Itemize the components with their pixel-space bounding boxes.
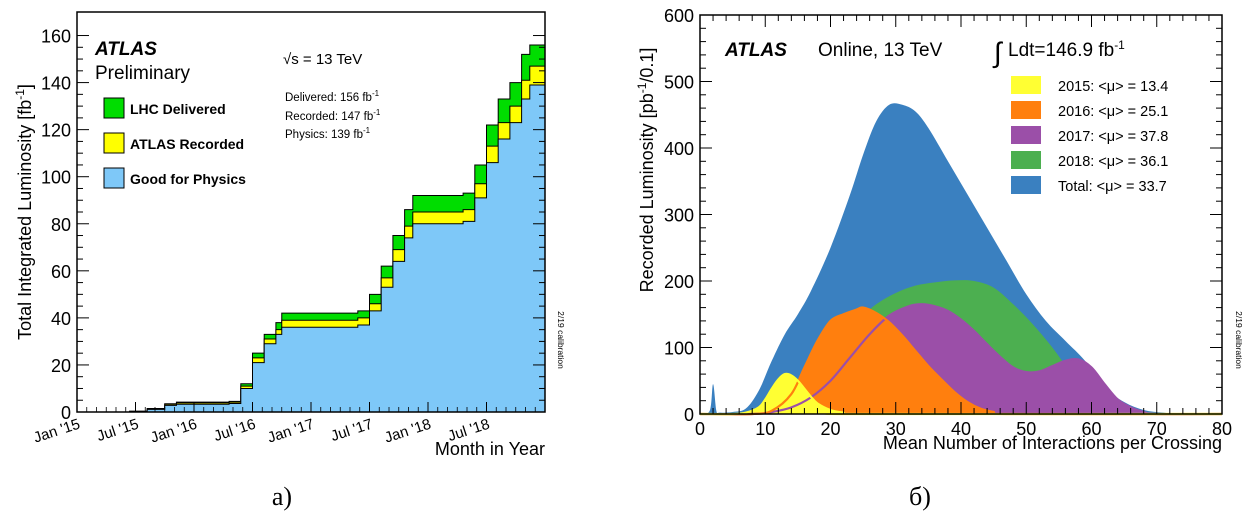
panel-a-y-axis: 0 20 40 60 80 100 120 140 160: [41, 27, 545, 423]
legend-swatch-total: [1011, 176, 1041, 194]
panel-a-x-tick-label: Jul '17: [329, 416, 375, 445]
legend-swatch-2018: [1011, 151, 1041, 169]
panel-b-curve-2016: [699, 306, 1223, 416]
panel-b-curve-2017: [699, 303, 1223, 416]
panel-a-y-tick-label: 60: [51, 262, 71, 282]
panel-b-x-tick-label: 50: [1016, 419, 1036, 439]
panel-b-y-axis: 0 100 200 300 400 500 600: [664, 6, 1222, 425]
panel-b-x-tick-label: 80: [1212, 419, 1232, 439]
legend-label-2016: 2016: <μ> = 25.1: [1058, 104, 1168, 120]
panel-a-y-tick-label: 100: [41, 168, 71, 188]
panel-a-y-tick-label: 120: [41, 121, 71, 141]
panel-b-y-tick-label: 0: [684, 405, 694, 425]
panel-b-chart: 0 100 200 300 400 500 600 0 10 20 30 40 50 60 70 80 AT…: [635, 6, 1244, 511]
panel-b-calibration-note: 2/19 calibration: [1234, 311, 1244, 369]
legend-label-2017: 2017: <μ> = 37.8: [1058, 129, 1168, 145]
panel-b-y-axis-label: Recorded Luminosity [pb-1/0.1]: [635, 48, 657, 293]
panel-b-area-2015: [700, 373, 1222, 415]
panel-a-total-recorded: Recorded: 147 fb-1: [285, 108, 381, 123]
panel-b-online-label: Online, 13 TeV: [818, 40, 943, 61]
panel-a-y-tick-label: 160: [41, 27, 71, 47]
panel-a-y-axis-label: Total Integrated Luminosity [fb-1]: [13, 84, 35, 340]
legend-swatch-recorded: [103, 132, 125, 154]
panel-a-legend: LHC Delivered ATLAS Recorded Good for Ph…: [103, 97, 246, 189]
panel-b-x-tick-label: 20: [820, 419, 840, 439]
panel-a-energy-label: √s = 13 TeV: [283, 51, 362, 68]
legend-label-2018: 2018: <μ> = 36.1: [1058, 154, 1168, 170]
panel-a-area-good-for-physics: [106, 84, 546, 413]
panel-a-total-delivered: Delivered: 156 fb-1: [285, 89, 380, 104]
legend-label-2015: 2015: <μ> = 13.4: [1058, 79, 1168, 95]
legend-label-total: Total: <μ> = 33.7: [1058, 179, 1167, 195]
panel-a-atlas-label: ATLAS: [94, 39, 157, 60]
panel-a-total-physics: Physics: 139 fb-1: [285, 126, 371, 141]
legend-label-physics: Good for Physics: [130, 171, 246, 187]
panel-b-lumi-label: Ldt=146.9 fb-1: [1008, 38, 1125, 61]
panel-a-x-tick-label: Jul '16: [212, 416, 258, 445]
panel-a-y-tick-label: 40: [51, 309, 71, 329]
panel-a-preliminary-label: Preliminary: [95, 63, 191, 84]
panel-b-y-tick-label: 200: [664, 272, 694, 292]
panel-b-y-tick-label: 400: [664, 139, 694, 159]
panel-b-atlas-label: ATLAS: [724, 40, 787, 61]
panel-b-x-tick-label: 0: [695, 419, 705, 439]
panel-b-area-2016: [700, 307, 1222, 415]
panel-b-y-tick-label: 500: [664, 73, 694, 93]
legend-label-recorded: ATLAS Recorded: [130, 136, 244, 152]
legend-swatch-delivered: [103, 97, 125, 119]
panel-b-x-axis: 0 10 20 30 40 50 60 70 80: [695, 15, 1232, 439]
panel-a-x-axis-label: Month in Year: [435, 439, 545, 459]
panel-b-x-tick-label: 10: [755, 419, 775, 439]
panel-a-x-tick-label: Jan '15: [31, 416, 82, 447]
panel-b-x-axis-label: Mean Number of Interactions per Crossing: [883, 433, 1222, 453]
panel-b-y-tick-label: 100: [664, 339, 694, 359]
panel-a-x-tick-label: Jan '16: [148, 416, 199, 447]
panel-b-areas: [699, 103, 1223, 416]
panel-b-x-tick-label: 40: [951, 419, 971, 439]
panel-a-y-tick-label: 0: [61, 403, 71, 423]
legend-swatch-2017: [1011, 126, 1041, 144]
panel-a-totals: Delivered: 156 fb-1 Recorded: 147 fb-1 P…: [285, 89, 381, 141]
panel-b-integral-sign: ∫: [992, 37, 1004, 69]
panel-b-caption: б): [909, 482, 931, 511]
panel-a-y-tick-label: 140: [41, 74, 71, 94]
panel-a-y-tick-label: 20: [51, 356, 71, 376]
legend-swatch-physics: [103, 167, 125, 189]
panel-b-x-tick-label: 60: [1081, 419, 1101, 439]
panel-b-y-tick-label: 300: [664, 206, 694, 226]
panel-a-x-tick-label: Jan '18: [382, 416, 433, 447]
panel-b-x-tick-label: 30: [886, 419, 906, 439]
panel-a-y-tick-label: 80: [51, 215, 71, 235]
panel-b-y-tick-label: 600: [664, 6, 694, 26]
legend-label-delivered: LHC Delivered: [130, 101, 226, 117]
panel-b-x-tick-label: 70: [1147, 419, 1167, 439]
legend-swatch-2016: [1011, 101, 1041, 119]
panel-a-calibration-note: 2/19 calibration: [556, 311, 566, 369]
panel-b-legend: 2015: <μ> = 13.4 2016: <μ> = 25.1 2017: …: [1011, 76, 1168, 195]
legend-swatch-2015: [1011, 76, 1041, 94]
panel-a-areas: [106, 44, 546, 413]
panel-a-caption: а): [272, 482, 292, 511]
panel-a-x-tick-label: Jan '17: [265, 416, 316, 447]
panel-a-x-tick-label: Jul '15: [95, 416, 141, 445]
